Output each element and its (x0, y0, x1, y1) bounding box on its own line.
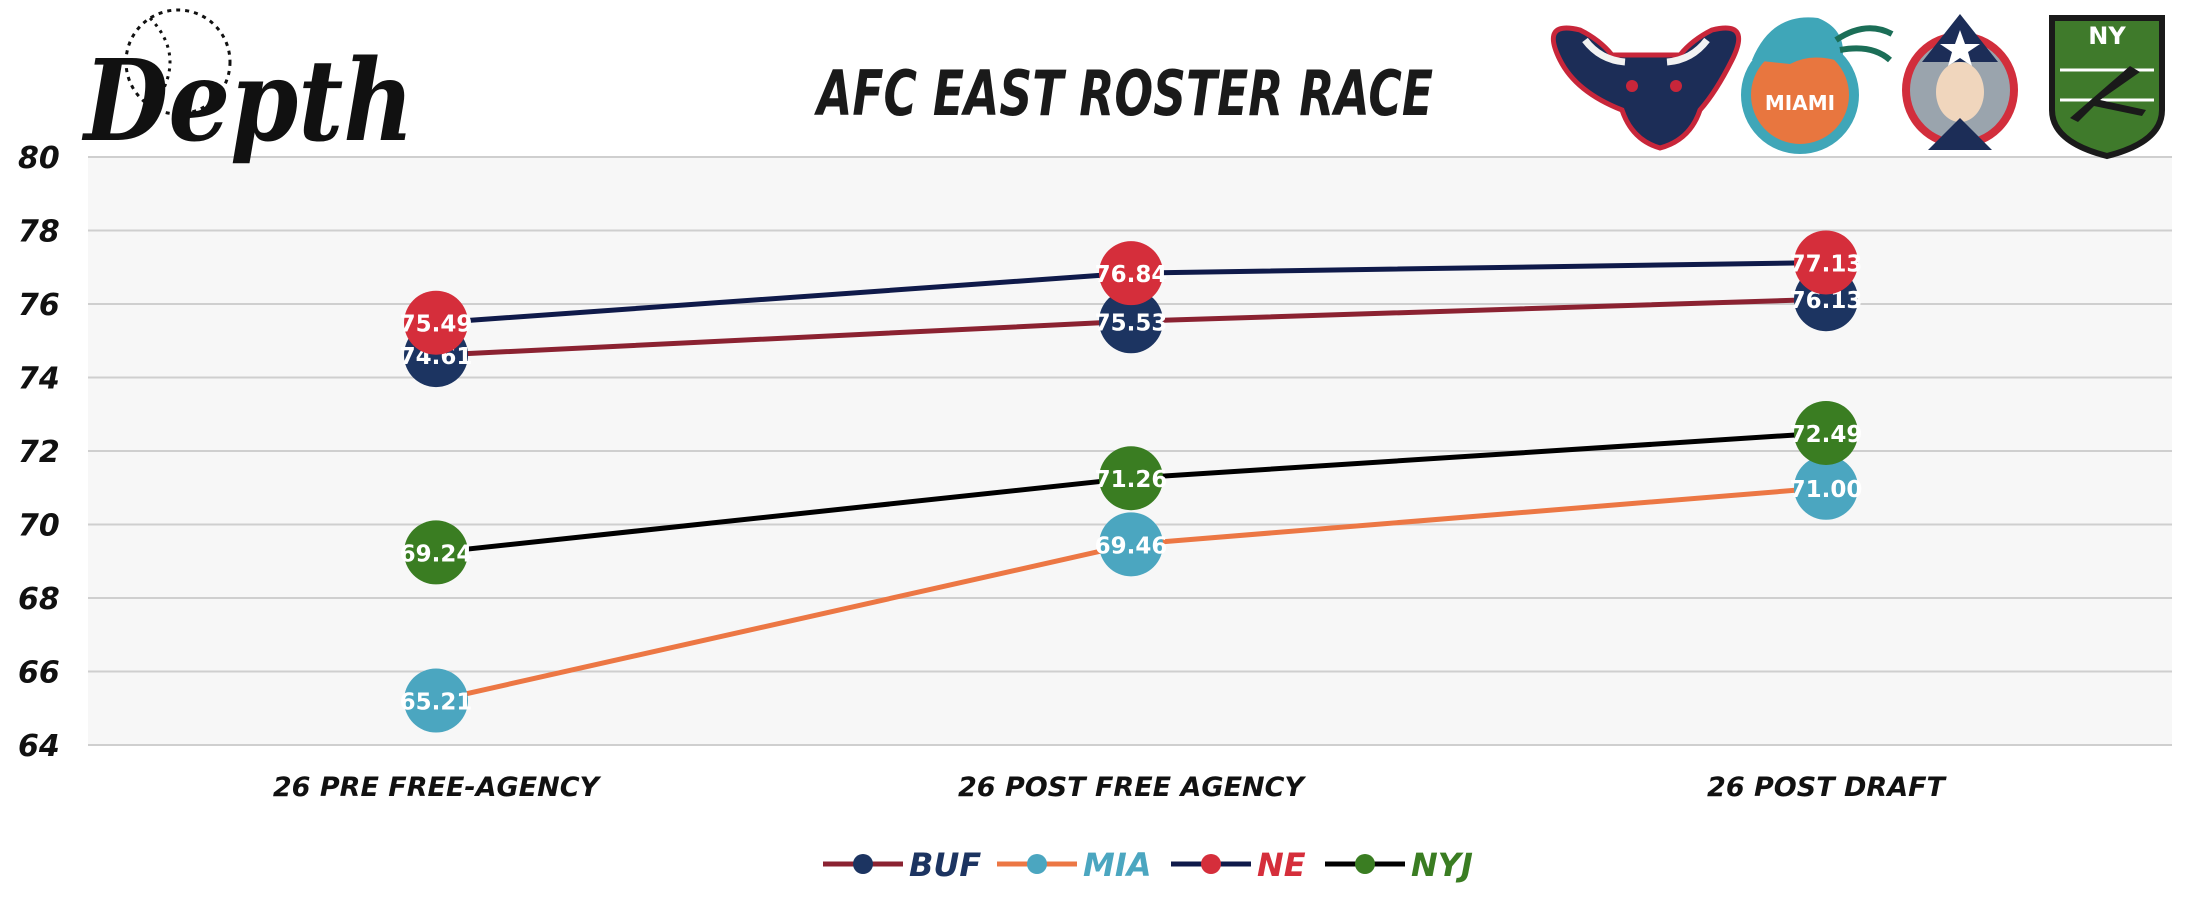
data-label-ne: 77.13 (1790, 251, 1863, 277)
legend-label: MIA (1083, 846, 1152, 884)
series-markers: 74.6175.5376.1365.2169.4671.0075.4976.84… (400, 230, 1863, 733)
jet-logo-text: NY (2088, 22, 2126, 50)
data-label-ne: 76.84 (1095, 262, 1168, 288)
x-tick-label: 26 POST FREE AGENCY (958, 772, 1306, 803)
data-label-mia: 69.46 (1095, 533, 1168, 559)
data-point-mia (1099, 512, 1163, 577)
legend-marker-swatch (1027, 854, 1047, 874)
data-point-nyj (1794, 400, 1858, 465)
y-tick-label: 78 (18, 215, 60, 250)
y-tick-label: 80 (18, 141, 60, 176)
y-tick-label: 74 (18, 362, 60, 397)
legend-marker-swatch (853, 854, 873, 874)
data-point-buf (1099, 289, 1163, 354)
data-point-mia (404, 668, 468, 733)
legend-marker-swatch (1355, 854, 1375, 874)
data-label-nyj: 69.24 (400, 541, 473, 567)
logo-text: Depth (81, 36, 414, 167)
y-tick-label: 64 (18, 729, 60, 764)
x-tick-label: 26 POST DRAFT (1707, 772, 1948, 803)
data-point-nyj (1099, 446, 1163, 511)
depth-logo: Depth (81, 8, 414, 167)
x-axis-categories: 26 PRE FREE-AGENCY 26 POST FREE AGENCY 26 … (273, 772, 1948, 803)
data-label-ne: 75.49 (400, 312, 473, 338)
y-tick-label: 72 (18, 435, 60, 470)
dolphin-logo-text: MIAMI (1765, 91, 1835, 115)
patriot-logo (1902, 14, 2018, 150)
y-tick-label: 66 (18, 656, 60, 691)
bull-logo (1550, 25, 1742, 151)
legend-item-mia[interactable]: MIA (997, 846, 1152, 884)
y-axis-ticks: 64 66 68 70 72 74 76 78 80 (18, 141, 60, 764)
jet-logo: NY (2049, 15, 2165, 160)
legend-label: BUF (909, 846, 981, 884)
baseball-icon (124, 8, 232, 116)
data-label-buf: 75.53 (1095, 310, 1168, 336)
y-tick-label: 68 (18, 582, 60, 617)
x-tick-label: 26 PRE FREE-AGENCY (273, 772, 602, 803)
data-label-nyj: 71.26 (1095, 467, 1168, 493)
legend-item-buf[interactable]: BUF (823, 846, 981, 884)
dolphin-logo: MIAMI (1741, 17, 1894, 154)
data-label-mia: 65.21 (400, 690, 473, 716)
data-point-mia (1794, 455, 1858, 520)
data-point-ne (1099, 241, 1163, 306)
legend-label: NE (1257, 846, 1306, 884)
y-tick-label: 76 (18, 288, 60, 323)
legend-marker-swatch (1201, 854, 1221, 874)
data-point-nyj (404, 520, 468, 585)
legend-item-nyj[interactable]: NYJ (1325, 846, 1473, 884)
legend-item-ne[interactable]: NE (1171, 846, 1306, 884)
data-label-nyj: 72.49 (1790, 422, 1863, 448)
y-tick-label: 70 (18, 509, 60, 544)
chart-title: AFC EAST ROSTER RACE (813, 57, 1433, 130)
data-point-ne (404, 290, 468, 355)
legend-label: NYJ (1411, 846, 1473, 884)
data-point-ne (1794, 230, 1858, 295)
data-label-mia: 71.00 (1790, 477, 1863, 503)
legend: BUF MIA NE NYJ (823, 846, 1473, 884)
